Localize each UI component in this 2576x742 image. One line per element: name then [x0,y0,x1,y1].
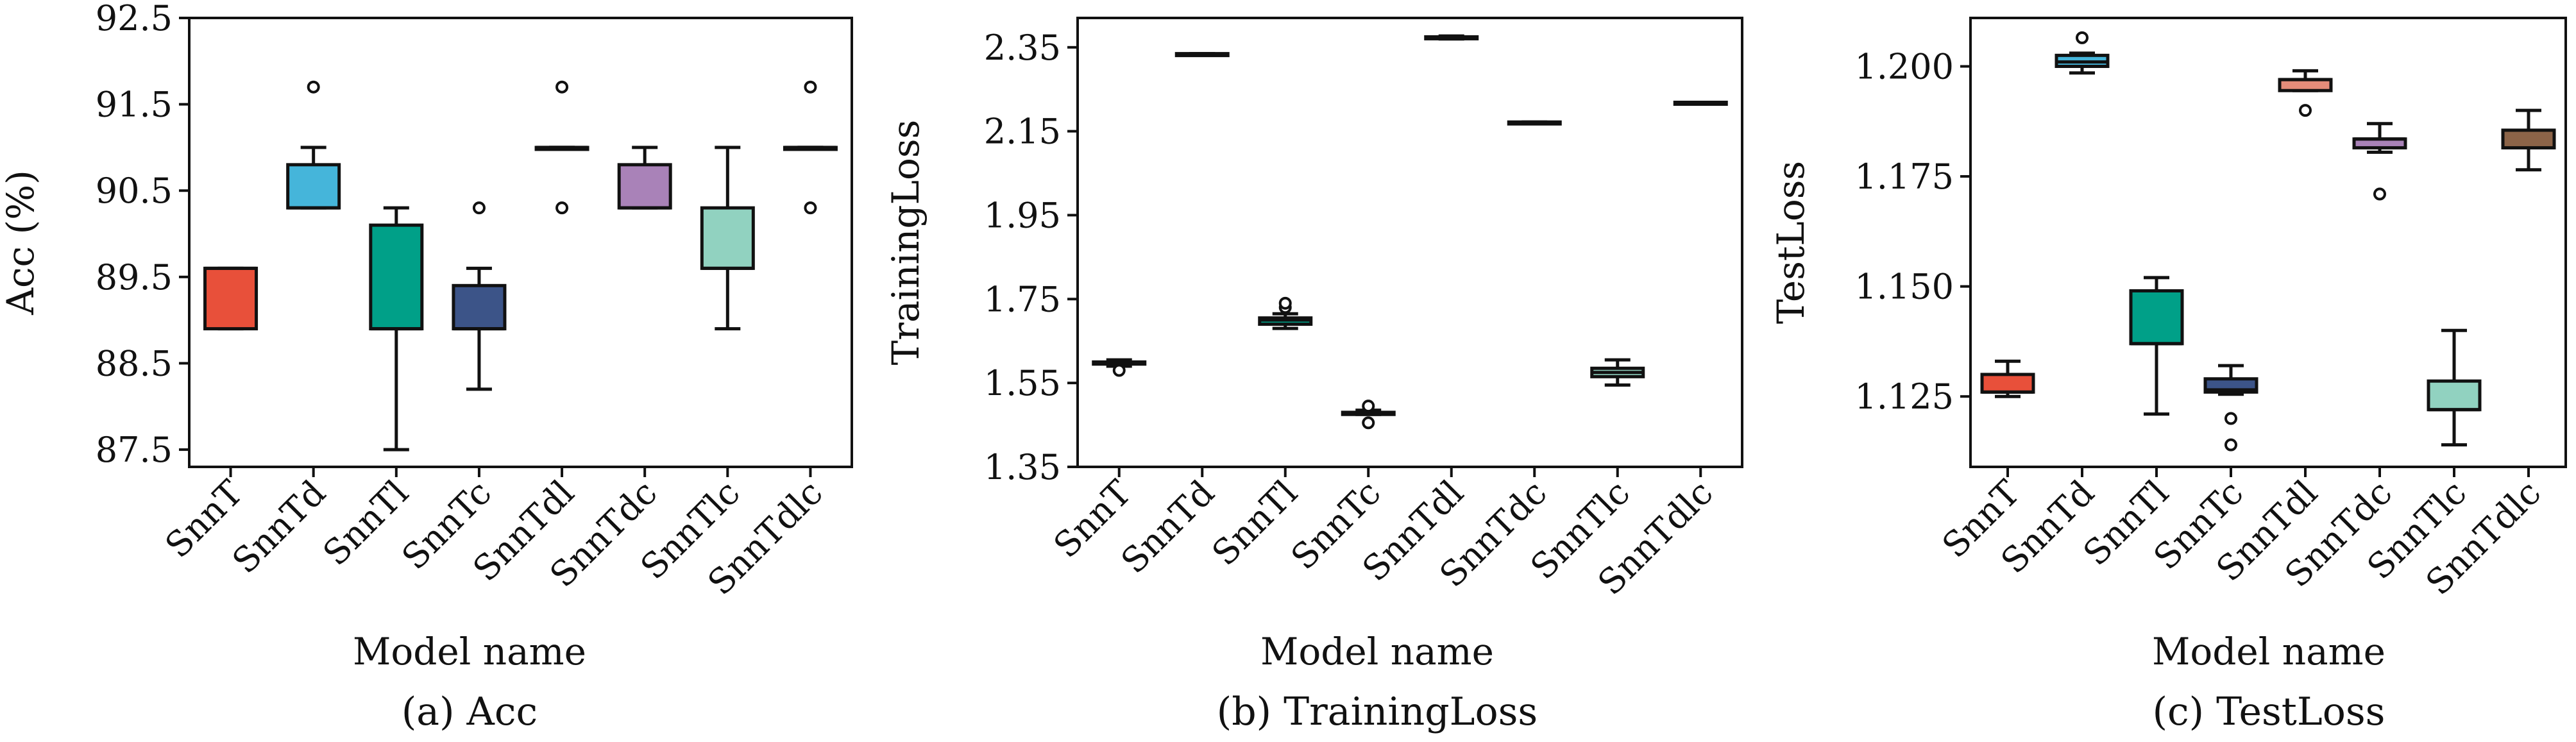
box-SnnTc [452,201,507,391]
x-axis-title: Model name [353,630,586,673]
box-SnnTdc [2352,122,2407,201]
plot-frame [188,17,853,468]
box-SnnTd [1174,52,1230,58]
box-SnnTl [1258,296,1313,330]
y-tick-label: 87.5 [96,430,173,470]
outlier-point [307,80,320,94]
subfigure-caption: (c) TestLoss [2153,689,2385,734]
y-axis-title: Acc (%) [0,170,42,316]
box-body [2129,289,2184,346]
y-tick-label: 1.150 [1854,267,1954,307]
box-SnnTlc [1590,358,1645,387]
box-body [2427,379,2482,412]
subfigure-caption: (a) Acc [402,689,538,734]
box-SnnTlc [700,146,755,331]
subfigure-caption: (b) TrainingLoss [1217,689,1538,734]
box-SnnTc [1341,400,1396,430]
x-axis-title: Model name [2152,630,2385,673]
y-tick-label: 90.5 [96,171,173,211]
x-tick-label: SnnTd [1114,473,1223,582]
box-SnnTdlc [783,80,838,215]
box-body [1980,373,2035,394]
y-tick-label: 2.35 [984,28,1061,68]
box-SnnTdl [2278,69,2333,117]
box-SnnTdl [1424,34,1479,41]
plot-frame [1076,17,1743,468]
plot-frame [1969,17,2567,468]
y-tick-label: 92.5 [96,0,173,38]
outlier-point [2224,412,2237,425]
y-tick-label: 1.35 [984,447,1061,487]
outlier-point [804,201,817,215]
y-tick-label: 1.55 [984,363,1061,403]
x-tick-label: SnnTl [315,473,416,574]
box-SnnTl [369,206,424,451]
box-SnnTl [2129,276,2184,416]
box-body [617,163,672,210]
outlier-point [555,80,569,94]
y-axis-title: TestLoss [1769,161,1813,325]
outlier-point [1362,416,1375,430]
box-SnnT [1092,358,1147,377]
chart-2: 1.351.551.751.952.152.35SnnTSnnTdSnnTlSn… [884,17,1743,734]
outlier-point [1362,400,1375,413]
box-SnnT [1980,359,2035,398]
x-tick-label: SnnTl [1204,473,1305,574]
box-SnnTdl [534,80,589,215]
y-tick-label: 89.5 [96,257,173,298]
box-SnnTlc [2427,328,2482,447]
y-tick-label: 1.200 [1854,46,1954,87]
outlier-point [555,201,569,215]
outlier-point [2224,438,2237,451]
y-tick-label: 1.175 [1854,156,1954,197]
box-SnnTd [2055,31,2110,75]
y-tick-label: 91.5 [96,85,173,125]
chart-3: 1.1251.1501.1751.200SnnTSnnTdSnnTlSnnTcS… [1769,17,2567,734]
box-body [286,163,341,210]
y-tick-label: 1.75 [984,279,1061,319]
chart-1: 87.588.589.590.591.592.5SnnTSnnTdSnnTlSn… [0,0,853,734]
x-tick-label: SnnTd [225,473,334,582]
y-axis-title: TrainingLoss [884,120,928,366]
outlier-point [1112,364,1126,377]
box-SnnTdc [617,146,672,210]
box-SnnTdlc [1673,100,1728,106]
box-body [369,223,424,331]
box-body [2278,78,2333,92]
outlier-point [2373,187,2386,201]
box-SnnTc [2203,364,2258,451]
box-body [2501,128,2556,149]
y-tick-label: 88.5 [96,343,173,384]
outlier-point [2076,31,2089,44]
y-tick-label: 2.15 [984,112,1061,152]
box-body [700,206,755,270]
box-SnnT [203,266,258,331]
y-tick-label: 1.95 [984,195,1061,235]
x-axis-title: Model name [1260,630,1494,673]
outlier-point [2299,104,2312,117]
y-tick-label: 1.125 [1854,376,1954,417]
box-body [452,283,507,331]
box-SnnTdlc [2501,108,2556,172]
outlier-point [804,80,817,94]
box-body [203,266,258,331]
outlier-point [1278,296,1292,310]
outlier-point [472,201,486,215]
box-SnnTdc [1507,120,1562,126]
box-SnnTd [286,80,341,210]
